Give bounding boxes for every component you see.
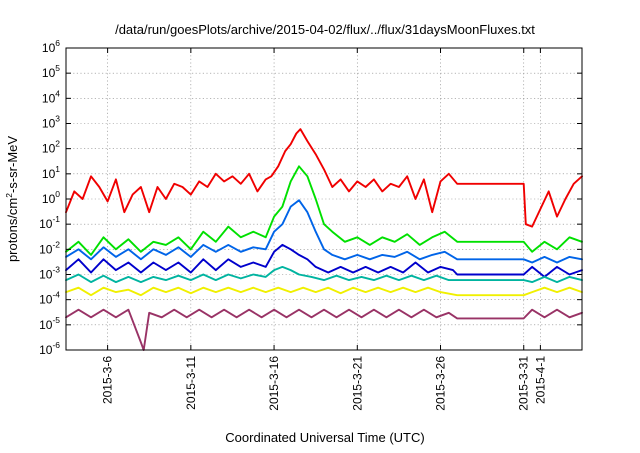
y-tick-base: 10 — [42, 192, 56, 206]
y-tick-exponent: 3 — [55, 114, 60, 124]
y-tick-exponent: 1 — [55, 164, 60, 174]
x-tick-label: 2015-3-6 — [101, 356, 115, 404]
series-line-3 — [65, 199, 583, 264]
y-tick-label: 10-5 — [39, 315, 60, 332]
grid — [66, 48, 582, 350]
y-tick-base: 10 — [42, 41, 56, 55]
series-line-2 — [65, 165, 583, 256]
y-tick-exponent: 6 — [55, 38, 60, 48]
y-tick-label: 106 — [42, 38, 60, 55]
y-tick-exponent: -3 — [52, 265, 60, 275]
y-tick-base: 10 — [39, 343, 53, 357]
y-tick-base: 10 — [39, 293, 53, 307]
y-tick-base: 10 — [42, 91, 56, 105]
y-tick-base: 10 — [42, 167, 56, 181]
y-tick-base: 10 — [42, 142, 56, 156]
y-tick-exponent: -6 — [52, 340, 60, 350]
y-tick-label: 103 — [42, 114, 60, 131]
x-tick-label: 2015-3-21 — [350, 356, 364, 411]
y-tick-label: 10-1 — [39, 214, 60, 231]
y-tick-label: 101 — [42, 164, 60, 181]
y-tick-base: 10 — [42, 66, 56, 80]
series-line-4 — [65, 243, 583, 278]
y-tick-label: 10-2 — [39, 239, 60, 256]
x-tick-label: 2015-3-16 — [267, 356, 281, 411]
x-tick-label: 2015-4-1 — [533, 356, 547, 404]
y-axis-label-base: protons/cm — [5, 198, 20, 262]
y-tick-label: 10-3 — [39, 265, 60, 282]
y-tick-label: 10-4 — [39, 290, 60, 307]
y-tick-label: 100 — [42, 189, 60, 206]
x-tick-label: 2015-3-31 — [517, 356, 531, 411]
y-tick-base: 10 — [39, 318, 53, 332]
plot-frame — [65, 47, 583, 351]
y-tick-exponent: -1 — [52, 214, 60, 224]
series-line-7 — [65, 308, 583, 351]
y-tick-label: 10-6 — [39, 340, 60, 357]
y-tick-exponent: 5 — [55, 63, 60, 73]
y-tick-exponent: -4 — [52, 290, 60, 300]
y-tick-base: 10 — [42, 117, 56, 131]
y-tick-exponent: 2 — [55, 139, 60, 149]
x-tick-label: 2015-3-26 — [434, 356, 448, 411]
x-axis-label: Coordinated Universal Time (UTC) — [225, 430, 424, 445]
y-tick-base: 10 — [39, 217, 53, 231]
y-tick-base: 10 — [39, 268, 53, 282]
y-tick-exponent: -2 — [52, 239, 60, 249]
y-tick-label: 104 — [42, 88, 60, 105]
y-axis: 10-610-510-410-310-210-11001011021031041… — [39, 38, 582, 357]
x-tick-label: 2015-3-11 — [184, 356, 198, 410]
y-axis-label-exponent: 2 — [4, 193, 14, 198]
y-tick-label: 105 — [42, 63, 60, 80]
x-axis: 2015-3-6 2015-3-11 2015-3-16 2015-3-21 2015-… — [101, 48, 547, 411]
series-line-1 — [65, 128, 583, 228]
series-line-5 — [65, 265, 583, 284]
chart-title: /data/run/goesPlots/archive/2015-04-02/f… — [115, 22, 535, 37]
series-line-6 — [65, 286, 583, 297]
y-tick-exponent: -5 — [52, 315, 60, 325]
y-tick-exponent: 0 — [55, 189, 60, 199]
y-tick-exponent: 4 — [55, 88, 60, 98]
y-tick-base: 10 — [39, 242, 53, 256]
y-tick-label: 102 — [42, 139, 60, 156]
y-axis-label-tail: -s-sr-MeV — [5, 136, 20, 193]
y-axis-label: protons/cm2-s-sr-MeV — [4, 136, 20, 262]
series-group — [65, 128, 583, 351]
